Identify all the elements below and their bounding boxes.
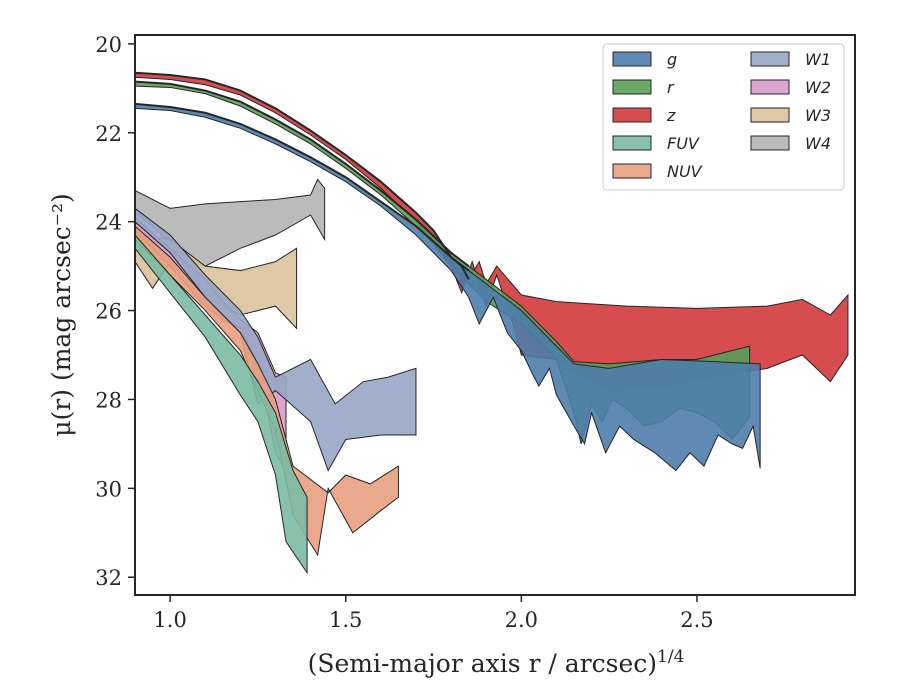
- x-tick-label: 2.5: [680, 608, 713, 632]
- y-axis-label: μ(r) (mag arcsec⁻²): [47, 193, 76, 436]
- y-axis-ticks: 20 22 24 26 28 30 32: [95, 33, 135, 590]
- legend-label-w4: W4: [805, 134, 831, 153]
- y-tick-label: 20: [95, 33, 122, 57]
- x-tick-label: 1.5: [329, 608, 362, 632]
- legend-swatch-w4: [750, 135, 790, 151]
- y-tick-label: 26: [95, 300, 122, 324]
- legend-swatch-w1: [750, 51, 790, 67]
- y-tick-label: 28: [95, 388, 122, 412]
- legend: grz FUV NUV W1 W2 W3 W4: [602, 43, 845, 191]
- legend-swatch-w2: [750, 79, 790, 95]
- legend-swatch-fuv: [612, 135, 652, 151]
- legend-swatch-w3: [750, 107, 790, 123]
- legend-label-fuv: FUV: [667, 134, 700, 153]
- profile-line-g: [135, 102, 470, 272]
- y-tick-label: 30: [95, 477, 122, 501]
- legend-swatch-z: [612, 107, 652, 123]
- band-fuv: [135, 234, 308, 575]
- legend-swatch-r: [612, 79, 652, 95]
- legend-swatch-g: [612, 51, 652, 67]
- legend-label-w2: W2: [805, 78, 831, 97]
- legend-label-r: r: [667, 78, 675, 97]
- band-nuv: [135, 225, 399, 557]
- legend-label-g: g: [667, 50, 677, 69]
- plot-frame: [134, 34, 856, 596]
- model-profile-lines: [135, 71, 470, 280]
- x-axis-label: (Semi-major axis r / arcsec)1/4: [308, 647, 685, 678]
- legend-label-w1: W1: [805, 50, 831, 69]
- legend-swatch-nuv: [612, 163, 652, 179]
- y-tick-label: 22: [95, 122, 122, 146]
- legend-label-nuv: NUV: [667, 162, 703, 181]
- y-tick-label: 24: [95, 211, 122, 235]
- legend-label-w3: W3: [805, 106, 831, 125]
- x-tick-label: 1.0: [153, 608, 186, 632]
- legend-label-z: z: [666, 106, 676, 125]
- x-tick-label: 2.0: [505, 608, 538, 632]
- profile-line-r: [135, 80, 470, 267]
- y-tick-label: 32: [95, 566, 122, 590]
- x-axis-ticks: 1.0 1.5 2.0 2.5: [153, 595, 714, 632]
